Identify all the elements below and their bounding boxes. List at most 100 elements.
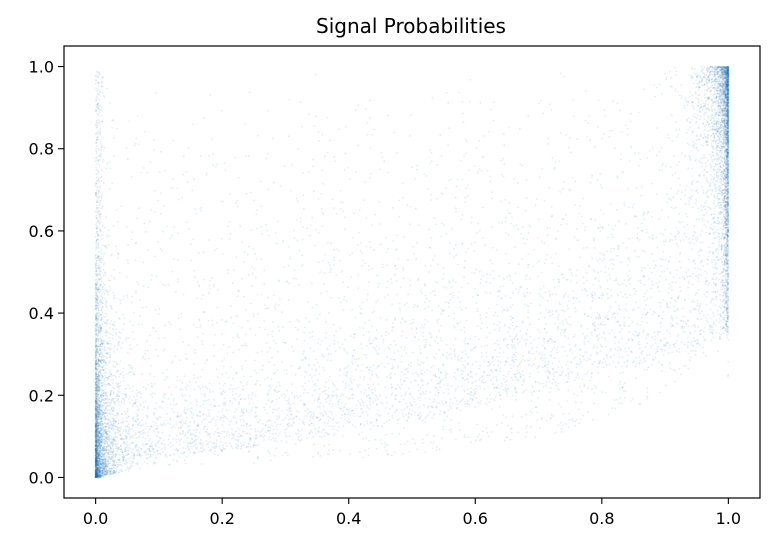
scatter-point xyxy=(101,442,103,445)
scatter-point xyxy=(106,342,109,345)
scatter-point xyxy=(722,65,725,68)
scatter-point xyxy=(115,417,118,419)
scatter-point xyxy=(705,212,708,214)
scatter-point xyxy=(717,72,720,75)
scatter-point xyxy=(101,435,104,438)
scatter-point xyxy=(126,407,129,410)
scatter-point xyxy=(122,328,124,331)
scatter-point xyxy=(96,452,98,454)
scatter-point xyxy=(718,132,721,135)
scatter-point xyxy=(714,304,717,307)
scatter-point xyxy=(710,119,712,122)
scatter-point xyxy=(706,143,709,146)
scatter-point xyxy=(98,413,100,416)
scatter-point xyxy=(695,86,698,89)
scatter-point xyxy=(103,470,106,473)
scatter-point xyxy=(718,112,721,115)
scatter-point xyxy=(128,460,131,463)
scatter-point xyxy=(124,469,127,472)
scatter-point xyxy=(717,138,719,141)
scatter-point xyxy=(715,174,718,177)
scatter-point xyxy=(102,432,105,435)
scatter-point xyxy=(120,205,123,208)
scatter-point xyxy=(655,86,658,89)
scatter-point xyxy=(714,73,717,76)
scatter-point xyxy=(98,460,101,463)
scatter-point xyxy=(712,207,715,210)
scatter-point xyxy=(110,427,113,430)
scatter-point xyxy=(154,308,157,311)
scatter-point xyxy=(720,286,723,288)
scatter-point xyxy=(94,458,97,461)
scatter-point xyxy=(106,436,109,439)
scatter-point xyxy=(97,459,100,462)
scatter-point xyxy=(132,461,135,464)
scatter-point xyxy=(109,460,112,463)
scatter-point xyxy=(677,190,680,192)
scatter-point xyxy=(131,428,133,430)
scatter-point xyxy=(115,400,118,403)
scatter-point xyxy=(94,248,97,251)
scatter-point xyxy=(716,125,719,128)
scatter-point xyxy=(94,444,97,447)
scatter-point xyxy=(119,463,122,466)
scatter-point xyxy=(131,465,133,468)
scatter-point xyxy=(713,89,716,92)
scatter-point xyxy=(121,413,123,415)
scatter-point xyxy=(102,416,105,419)
scatter-point xyxy=(713,118,716,120)
scatter-point xyxy=(120,347,123,349)
scatter-point xyxy=(713,97,716,100)
scatter-point xyxy=(113,439,115,442)
scatter-point xyxy=(695,79,697,82)
scatter-point xyxy=(112,448,115,451)
scatter-point xyxy=(705,68,708,71)
scatter-point xyxy=(105,432,108,435)
scatter-point xyxy=(718,102,721,105)
scatter-point xyxy=(110,373,113,376)
scatter-point xyxy=(146,462,149,465)
scatter-point xyxy=(135,437,138,439)
scatter-point xyxy=(97,461,100,464)
scatter-point xyxy=(718,278,720,281)
scatter-point xyxy=(122,380,125,382)
scatter-point xyxy=(721,100,724,103)
scatter-point xyxy=(713,100,716,103)
scatter-point xyxy=(103,383,106,386)
scatter-point xyxy=(703,170,705,172)
scatter-point xyxy=(123,402,125,405)
scatter-point xyxy=(95,394,97,397)
scatter-point xyxy=(99,394,102,397)
scatter-point xyxy=(109,368,112,371)
scatter-point xyxy=(717,176,720,179)
scatter-point xyxy=(103,350,106,353)
scatter-point xyxy=(689,158,692,161)
scatter-point xyxy=(715,163,718,166)
scatter-point xyxy=(708,188,711,191)
scatter-point xyxy=(719,227,722,230)
scatter-point xyxy=(703,129,706,131)
scatter-point xyxy=(106,423,108,426)
scatter-point xyxy=(110,402,112,405)
scatter-point xyxy=(104,367,107,370)
scatter-point xyxy=(710,165,713,168)
scatter-point xyxy=(115,371,118,373)
scatter-point xyxy=(111,406,114,409)
scatter-point xyxy=(725,336,728,339)
scatter-point xyxy=(95,472,97,474)
scatter-point xyxy=(124,410,126,413)
scatter-point xyxy=(684,99,687,102)
scatter-point xyxy=(103,252,106,255)
scatter-point xyxy=(95,436,98,438)
scatter-point xyxy=(135,462,138,465)
scatter-point xyxy=(105,301,108,304)
scatter-point xyxy=(689,126,692,129)
scatter-point xyxy=(720,258,723,261)
scatter-point xyxy=(702,76,705,78)
scatter-point xyxy=(132,373,135,376)
scatter-point xyxy=(94,466,97,468)
scatter-point xyxy=(710,106,713,109)
scatter-point xyxy=(692,146,695,149)
scatter-point xyxy=(95,418,98,421)
scatter-point xyxy=(118,471,121,474)
